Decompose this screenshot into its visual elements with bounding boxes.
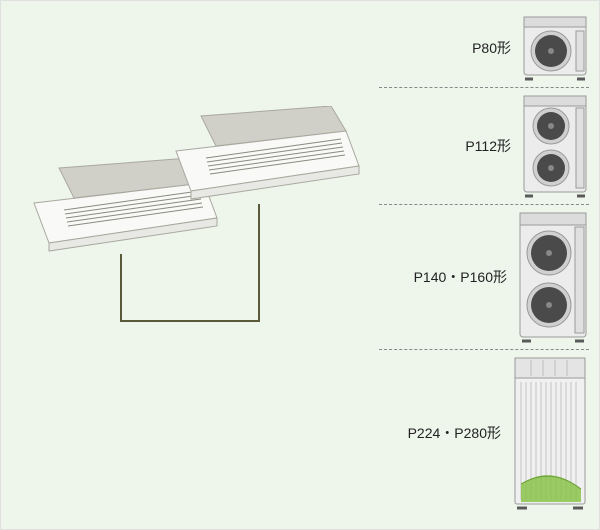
model-label: P140・P160形 <box>379 267 507 287</box>
outdoor-row-p140-p160: P140・P160形 <box>379 204 589 349</box>
outdoor-unit-p140-p160 <box>517 209 589 345</box>
indoor-units-area <box>21 96 371 336</box>
outdoor-row-p224-p280: P224・P280形 <box>379 349 589 516</box>
model-label: P224・P280形 <box>379 423 501 443</box>
outdoor-unit-p224-p280 <box>511 354 589 512</box>
outdoor-row-p80: P80形 <box>379 9 589 87</box>
outdoor-row-p112: P112形 <box>379 87 589 204</box>
product-diagram: P80形 P112形 <box>0 0 600 530</box>
outdoor-units-list: P80形 P112形 <box>379 9 589 516</box>
model-label: P80形 <box>379 38 511 58</box>
ceiling-cassette-2 <box>171 106 361 221</box>
outdoor-unit-p80 <box>521 13 589 83</box>
outdoor-unit-p112 <box>521 92 589 200</box>
model-label: P112形 <box>379 136 511 156</box>
